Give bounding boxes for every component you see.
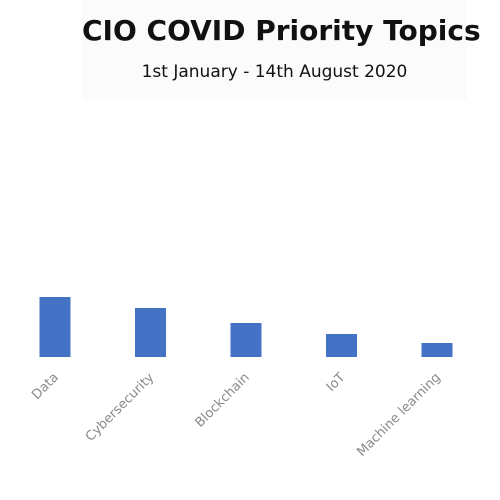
x-tick-label: Machine learning xyxy=(354,370,444,460)
bar-machine-learning xyxy=(421,343,453,357)
x-tick-label: Data xyxy=(29,370,62,403)
chart-subtitle: 1st January - 14th August 2020 xyxy=(141,62,408,82)
x-tick-label: Blockchain xyxy=(192,370,252,430)
x-tick-label: Cybersecurity xyxy=(83,370,158,445)
x-axis-tick-labels: Data Cybersecurity Blockchain IoT Machine le… xyxy=(29,370,444,460)
bar-series xyxy=(39,297,453,357)
x-tick-label: IoT xyxy=(324,370,349,395)
bar-data xyxy=(39,297,71,357)
title-block xyxy=(82,0,467,100)
bar-cybersecurity xyxy=(135,308,166,357)
chart-title: CIO COVID Priority Topics xyxy=(82,14,481,47)
bar-iot xyxy=(326,334,357,357)
bar-blockchain xyxy=(230,323,262,357)
